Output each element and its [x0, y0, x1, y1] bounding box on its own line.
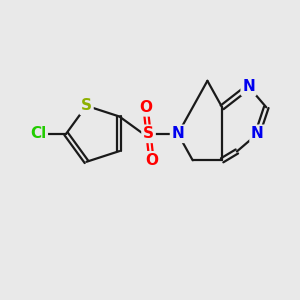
Text: S: S: [143, 126, 154, 141]
Text: O: O: [145, 153, 158, 168]
Text: N: N: [251, 126, 264, 141]
Text: N: N: [242, 79, 255, 94]
Text: O: O: [139, 100, 152, 115]
Text: N: N: [172, 126, 184, 141]
Text: S: S: [81, 98, 92, 113]
Text: Cl: Cl: [30, 126, 46, 141]
